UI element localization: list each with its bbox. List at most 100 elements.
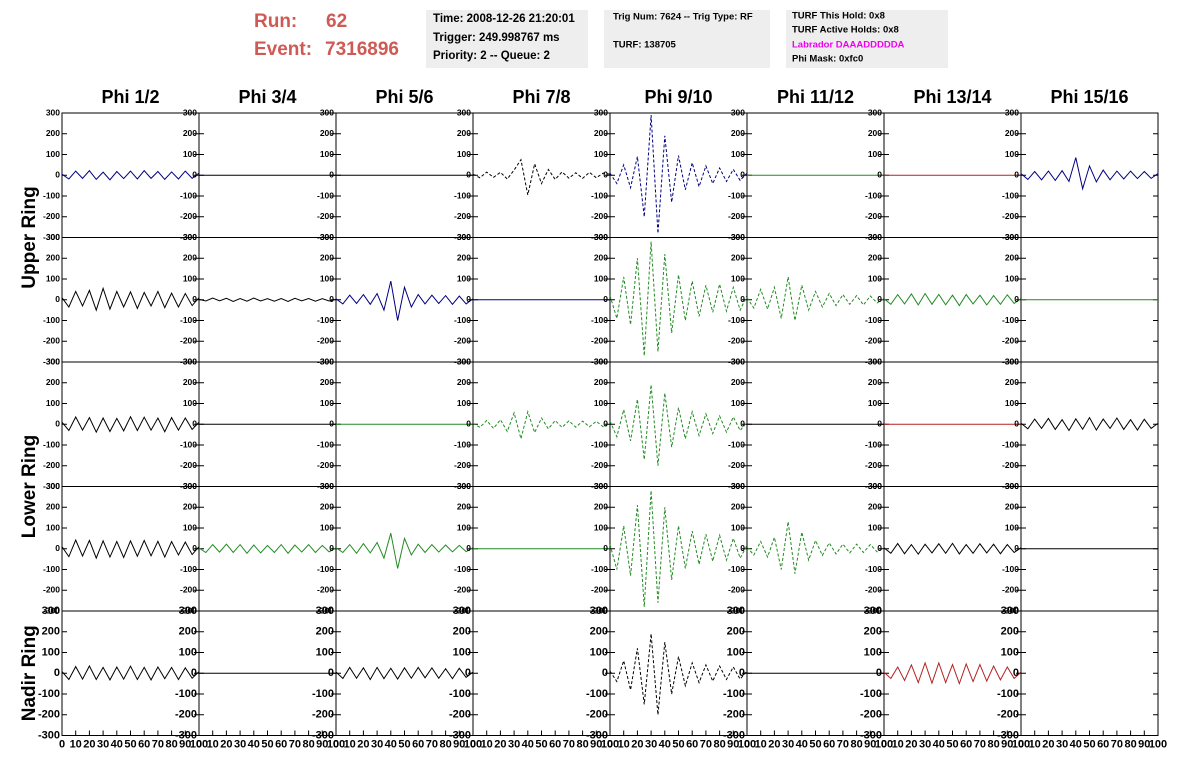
y-tick-label: -100 [1002, 315, 1019, 325]
y-tick-label: 200 [183, 253, 197, 263]
x-tick-label: 80 [302, 738, 314, 750]
y-tick-label: 200 [594, 253, 608, 263]
x-tick-label: 40 [522, 738, 534, 750]
x-tick-label: 100 [738, 738, 756, 750]
x-tick-label: 100 [1149, 738, 1167, 750]
panel-frame [472, 112, 611, 238]
y-tick-label: -100 [723, 688, 745, 700]
y-tick-label: 100 [457, 273, 471, 283]
y-tick-label: -100 [591, 439, 608, 449]
y-tick-label: 0 [877, 294, 882, 304]
y-tick-label: 300 [1005, 232, 1019, 242]
y-tick-label: 0 [876, 667, 882, 679]
y-tick-label: -300 [317, 605, 334, 615]
y-tick-label: 0 [192, 543, 197, 553]
y-tick-label: -100 [43, 564, 60, 574]
y-tick-label: 200 [594, 502, 608, 512]
x-tick-label: 30 [645, 738, 657, 750]
waveform [335, 280, 474, 321]
y-tick-label: 0 [877, 170, 882, 180]
info-box [426, 10, 588, 68]
panel-frame [1020, 361, 1159, 487]
info-line: TURF This Hold: 0x8 [792, 11, 885, 22]
info-box [786, 10, 948, 68]
y-tick-label: -200 [317, 211, 334, 221]
waveform [609, 115, 748, 234]
y-tick-label: 300 [179, 605, 197, 617]
y-tick-label: -100 [43, 190, 60, 200]
waveform [472, 158, 611, 196]
y-tick-label: 200 [731, 128, 745, 138]
y-tick-label: 100 [42, 646, 60, 658]
x-tick-label: 100 [601, 738, 619, 750]
y-tick-label: -100 [449, 688, 471, 700]
x-tick-label: 10 [481, 738, 493, 750]
y-tick-label: 0 [1014, 294, 1019, 304]
info-line: Labrador DAAADDDDDA [792, 40, 905, 51]
y-tick-label: -300 [591, 481, 608, 491]
y-tick-label: -100 [454, 564, 471, 574]
y-tick-label: 200 [1005, 253, 1019, 263]
x-tick-label: 20 [768, 738, 780, 750]
y-tick-label: 300 [1005, 481, 1019, 491]
y-tick-label: 100 [731, 273, 745, 283]
y-tick-label: 0 [192, 294, 197, 304]
y-tick-label: 200 [320, 502, 334, 512]
y-tick-label: 100 [183, 149, 197, 159]
y-tick-label: -100 [38, 688, 60, 700]
x-tick-label: 80 [439, 738, 451, 750]
y-tick-label: -300 [317, 356, 334, 366]
y-tick-label: -300 [1002, 605, 1019, 615]
y-tick-label: -200 [860, 709, 882, 721]
y-tick-label: 0 [740, 543, 745, 553]
y-tick-label: -300 [865, 481, 882, 491]
y-tick-label: 100 [183, 398, 197, 408]
y-tick-label: -200 [1002, 211, 1019, 221]
x-tick-label: 100 [875, 738, 893, 750]
x-tick-label: 10 [1029, 738, 1041, 750]
y-tick-label: -300 [180, 481, 197, 491]
y-tick-label: 200 [46, 253, 60, 263]
x-tick-label: 40 [1070, 738, 1082, 750]
waveform [61, 538, 200, 560]
y-tick-label: -200 [454, 585, 471, 595]
y-tick-label: 200 [868, 128, 882, 138]
y-tick-label: 200 [731, 377, 745, 387]
y-tick-label: 0 [192, 170, 197, 180]
y-tick-label: -300 [180, 232, 197, 242]
y-tick-label: 300 [183, 107, 197, 117]
y-tick-label: -300 [1002, 481, 1019, 491]
waveform [61, 664, 200, 681]
y-tick-label: -300 [728, 481, 745, 491]
panel-frame [198, 486, 337, 612]
y-tick-label: 200 [594, 377, 608, 387]
y-tick-label: -100 [317, 564, 334, 574]
y-tick-label: 100 [864, 646, 882, 658]
y-tick-label: 0 [191, 667, 197, 679]
y-tick-label: -100 [586, 688, 608, 700]
y-tick-label: 200 [1005, 128, 1019, 138]
y-tick-label: -200 [180, 211, 197, 221]
panel-frame [61, 112, 200, 238]
y-tick-label: 100 [868, 273, 882, 283]
x-tick-label: 30 [919, 738, 931, 750]
y-tick-label: -100 [454, 315, 471, 325]
x-tick-label: 60 [1097, 738, 1109, 750]
x-tick-label: 100 [327, 738, 345, 750]
y-tick-label: -300 [454, 356, 471, 366]
y-tick-label: 300 [731, 356, 745, 366]
y-tick-label: 100 [594, 273, 608, 283]
y-tick-label: -100 [1002, 439, 1019, 449]
x-tick-label: 80 [165, 738, 177, 750]
y-tick-label: 200 [183, 502, 197, 512]
waveform [609, 490, 748, 607]
y-tick-label: 0 [603, 543, 608, 553]
y-tick-label: 300 [1005, 356, 1019, 366]
y-tick-label: 200 [727, 626, 745, 638]
y-tick-label: -100 [591, 564, 608, 574]
y-tick-label: 100 [731, 522, 745, 532]
y-tick-label: 300 [457, 232, 471, 242]
y-tick-label: 300 [594, 481, 608, 491]
y-tick-label: -100 [454, 190, 471, 200]
y-tick-label: 100 [731, 398, 745, 408]
